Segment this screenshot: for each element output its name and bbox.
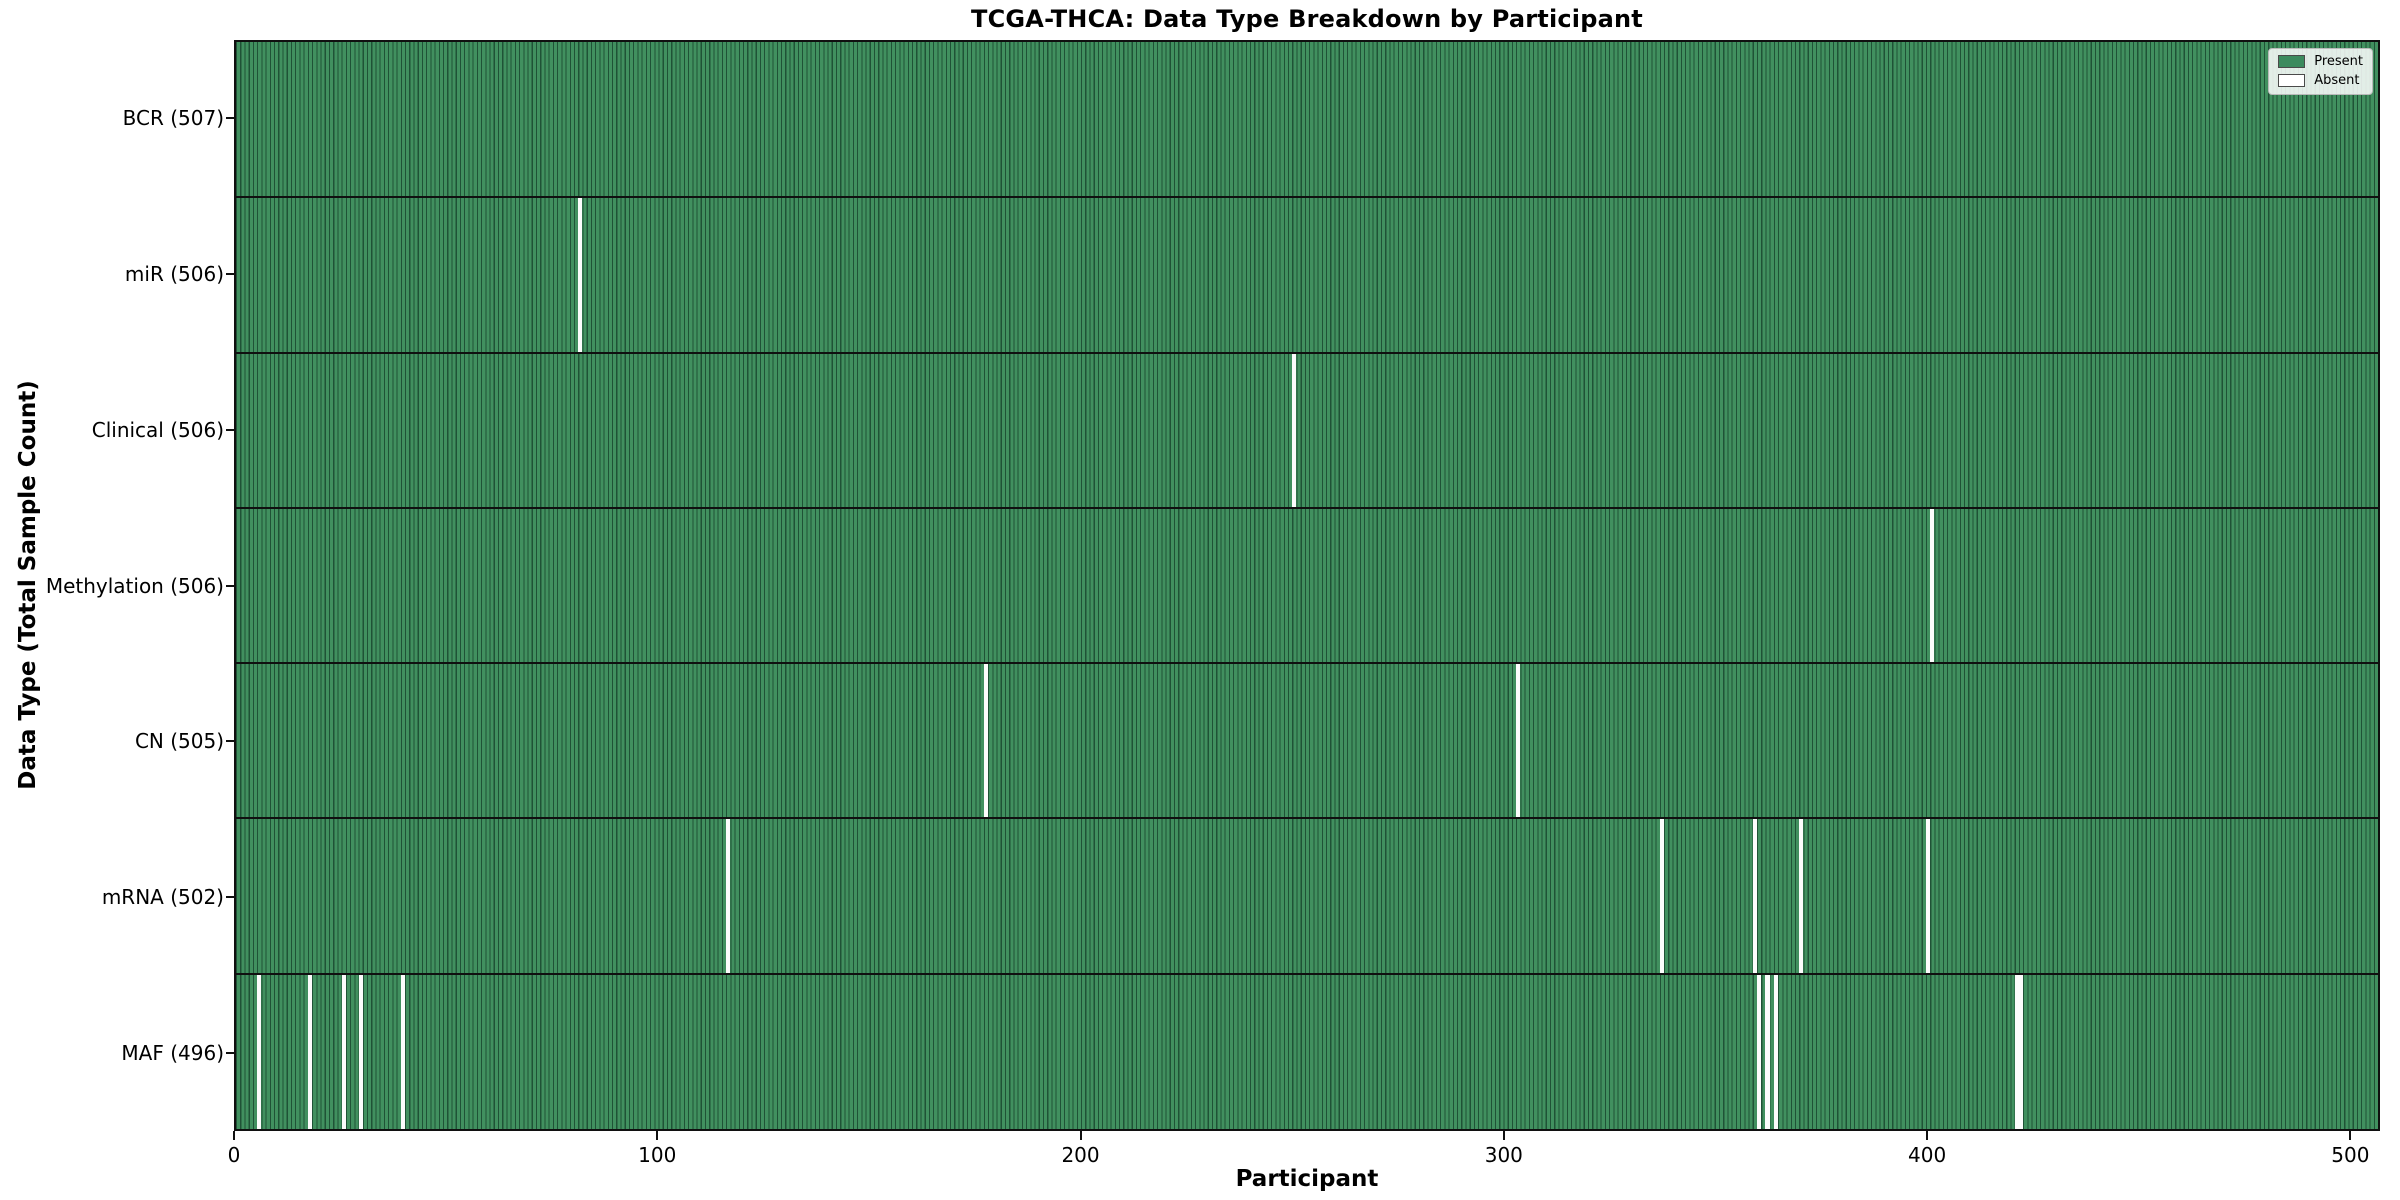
data-row-mrna bbox=[236, 818, 2378, 974]
x-tick-label-300: 300 bbox=[1484, 1143, 1523, 1167]
absent-stripe bbox=[307, 973, 313, 1129]
data-row-bcr bbox=[236, 42, 2378, 198]
y-tick-label-methylation: Methylation (506) bbox=[45, 573, 224, 598]
y-tick-mark bbox=[226, 896, 234, 899]
x-tick-mark bbox=[656, 1131, 659, 1140]
x-tick-mark bbox=[2349, 1131, 2352, 1140]
y-tick-mark bbox=[226, 1052, 234, 1055]
legend-swatch-absent bbox=[2278, 74, 2306, 87]
row-separator bbox=[236, 972, 2378, 975]
x-tick-label-200: 200 bbox=[1061, 1143, 1100, 1167]
chart-title: TCGA-THCA: Data Type Breakdown by Partic… bbox=[971, 5, 1643, 33]
x-tick-label-100: 100 bbox=[638, 1143, 677, 1167]
absent-stripe bbox=[1516, 663, 1521, 819]
plot-area: Present Absent bbox=[234, 40, 2380, 1131]
absent-stripe bbox=[400, 973, 405, 1129]
absent-stripe bbox=[1799, 818, 1804, 974]
x-tick-mark bbox=[1079, 1131, 1082, 1140]
absent-stripe bbox=[1752, 818, 1757, 974]
absent-stripe bbox=[1756, 973, 1762, 1129]
y-tick-label-clinical: Clinical (506) bbox=[91, 417, 224, 442]
row-separator bbox=[236, 506, 2378, 509]
absent-stripe bbox=[983, 663, 989, 819]
absent-stripe bbox=[341, 973, 346, 1129]
x-tick-label-0: 0 bbox=[227, 1143, 241, 1167]
y-tick-mark bbox=[226, 584, 234, 587]
y-tick-mark bbox=[226, 272, 234, 275]
data-row-maf bbox=[236, 973, 2378, 1129]
legend-label: Present bbox=[2314, 54, 2363, 69]
x-tick-label-500: 500 bbox=[2331, 1143, 2370, 1167]
y-tick-label-bcr: BCR (507) bbox=[122, 105, 224, 130]
x-tick-label-400: 400 bbox=[1908, 1143, 1947, 1167]
absent-stripe bbox=[726, 818, 731, 974]
y-tick-mark bbox=[226, 428, 234, 431]
row-separator bbox=[236, 662, 2378, 665]
absent-stripe bbox=[2018, 973, 2024, 1129]
y-tick-mark bbox=[226, 740, 234, 743]
absent-stripe bbox=[358, 973, 363, 1129]
y-tick-mark bbox=[226, 116, 234, 119]
data-row-clinical bbox=[236, 352, 2378, 508]
row-separator bbox=[236, 351, 2378, 354]
absent-stripe bbox=[1925, 818, 1931, 974]
absent-stripe bbox=[2014, 973, 2019, 1129]
absent-stripe bbox=[1773, 973, 1779, 1129]
y-tick-labels: BCR (507) miR (506) Clinical (506) Methylat… bbox=[0, 40, 224, 1131]
y-tick-label-maf: MAF (496) bbox=[121, 1041, 224, 1066]
row-separator bbox=[236, 817, 2378, 820]
x-axis-ticks: 0 100 200 300 400 500 bbox=[228, 1131, 2380, 1195]
legend-label: Absent bbox=[2314, 73, 2360, 88]
legend-entry-absent: Absent bbox=[2278, 74, 2363, 87]
x-tick-mark bbox=[1502, 1131, 1505, 1140]
legend: Present Absent bbox=[2268, 48, 2373, 95]
legend-swatch-present bbox=[2278, 55, 2306, 68]
y-tick-label-cn: CN (505) bbox=[134, 729, 224, 754]
x-tick-mark bbox=[233, 1131, 235, 1140]
absent-stripe bbox=[1292, 352, 1297, 508]
data-row-mir bbox=[236, 197, 2378, 353]
absent-stripe bbox=[257, 973, 262, 1129]
absent-stripe bbox=[1765, 973, 1770, 1129]
absent-stripe bbox=[1930, 507, 1935, 664]
x-tick-mark bbox=[1926, 1131, 1929, 1140]
y-tick-marks bbox=[226, 40, 234, 1131]
y-tick-label-mrna: mRNA (502) bbox=[101, 885, 224, 910]
legend-entry-present: Present bbox=[2278, 55, 2363, 68]
y-tick-label-mir: miR (506) bbox=[124, 261, 224, 286]
x-axis-label: Participant bbox=[1235, 1166, 1379, 1192]
data-row-methylation bbox=[236, 507, 2378, 664]
row-separator bbox=[236, 196, 2378, 199]
absent-stripe bbox=[1659, 818, 1664, 974]
data-row-cn bbox=[236, 663, 2378, 819]
absent-stripe bbox=[578, 197, 583, 353]
